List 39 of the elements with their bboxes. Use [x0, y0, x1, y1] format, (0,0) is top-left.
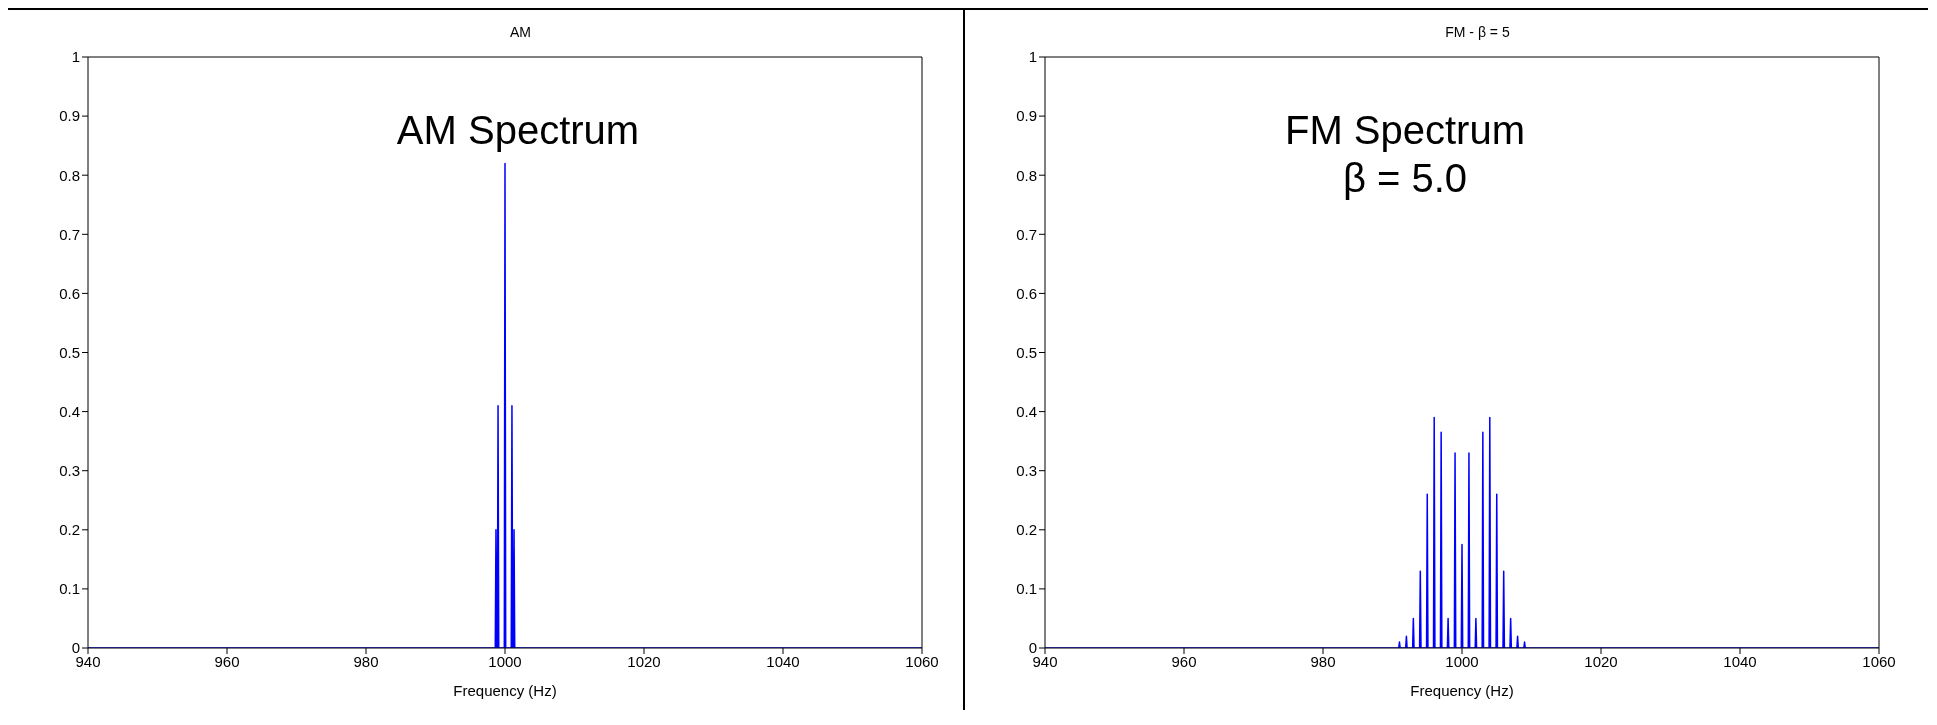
y-tick-label: 0.4 — [59, 402, 80, 420]
y-tick-label: 0.8 — [59, 166, 80, 184]
x-tick-label: 1020 — [627, 652, 661, 670]
y-tick-label: 0.6 — [1016, 284, 1037, 302]
x-tick-label: 1040 — [1723, 652, 1757, 670]
chart-title: AM — [509, 24, 532, 40]
x-tick-label: 1060 — [1862, 652, 1896, 670]
annotation: β = 5.0 — [1341, 155, 1469, 202]
y-tick-label: 0.5 — [1016, 343, 1037, 361]
x-tick-label: 960 — [1171, 652, 1197, 670]
x-tick-label: 980 — [353, 652, 379, 670]
x-axis-title: Frequency (Hz) — [1410, 682, 1514, 699]
y-tick-label: 0.2 — [1016, 521, 1037, 539]
x-tick-label: 1060 — [905, 652, 939, 670]
y-tick-label: 0.8 — [1016, 166, 1037, 184]
x-tick-label: 1040 — [766, 652, 800, 670]
y-tick-label: 0.3 — [59, 462, 80, 480]
y-tick-label: 0.7 — [1016, 225, 1037, 243]
y-tick-label: 0.4 — [1016, 402, 1037, 420]
y-tick-label: 0.6 — [59, 284, 80, 302]
x-axis-title: Frequency (Hz) — [453, 682, 557, 699]
x-tick-label: 980 — [1310, 652, 1336, 670]
y-tick-label: 0.9 — [1016, 107, 1037, 125]
annotation: AM Spectrum — [395, 107, 641, 154]
y-tick-label: 0.2 — [59, 521, 80, 539]
x-tick-label: 1020 — [1584, 652, 1618, 670]
x-tick-label: 960 — [214, 652, 240, 670]
x-tick-label: 1000 — [488, 652, 522, 670]
y-tick-label: 0.7 — [59, 225, 80, 243]
annotation: FM Spectrum — [1283, 107, 1526, 154]
y-tick-label: 0.5 — [59, 343, 80, 361]
y-tick-label: 0.9 — [59, 107, 80, 125]
chart-title: FM - β = 5 — [1444, 24, 1511, 40]
y-tick-label: 1 — [71, 48, 80, 66]
x-tick-label: 1000 — [1445, 652, 1479, 670]
y-tick-label: 0.3 — [1016, 462, 1037, 480]
y-tick-label: 0.1 — [59, 580, 80, 598]
y-tick-label: 1 — [1028, 48, 1037, 66]
y-tick-label: 0.1 — [1016, 580, 1037, 598]
